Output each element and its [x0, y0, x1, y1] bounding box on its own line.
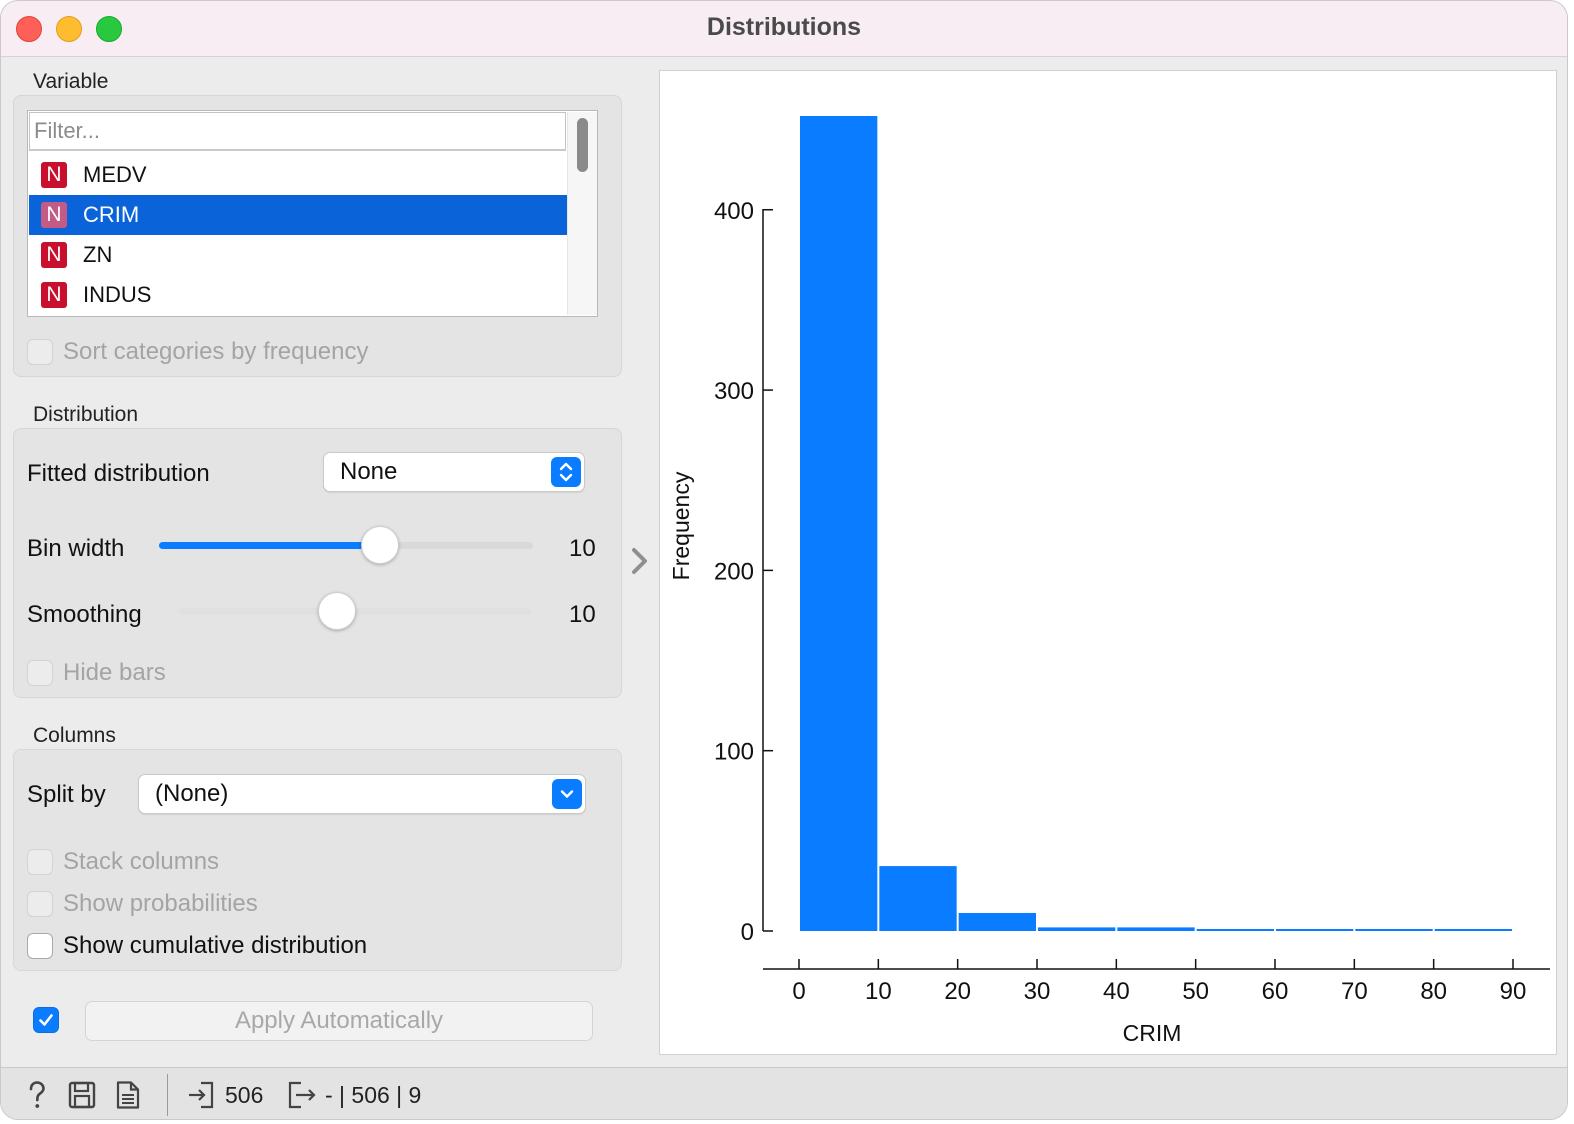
chevron-down-icon [552, 779, 582, 809]
split-by-select[interactable]: (None) [138, 774, 586, 814]
y-tick-label: 100 [714, 739, 754, 766]
variable-item-label: MEDV [83, 162, 147, 187]
distribution-group-label: Distribution [33, 403, 139, 426]
status-separator [167, 1074, 168, 1116]
hide-bars-label: Hide bars [63, 659, 166, 686]
bin-width-label: Bin width [27, 535, 125, 562]
x-tick-label: 10 [865, 978, 892, 1005]
numeric-variable-icon: N [41, 202, 67, 228]
variable-item-medv[interactable]: N MEDV [29, 155, 567, 195]
variable-list[interactable]: N MEDV N CRIM N ZN N INDUS [27, 110, 598, 317]
show-probabilities-label: Show probabilities [63, 890, 258, 917]
fitted-distribution-select[interactable]: None [323, 452, 585, 492]
bin-width-slider-fill [159, 542, 380, 549]
output-data-icon [287, 1080, 317, 1115]
show-cumulative-label: Show cumulative distribution [63, 932, 368, 959]
window-title: Distributions [706, 13, 862, 41]
columns-group-label: Columns [33, 724, 116, 747]
stack-columns-checkbox[interactable] [27, 849, 53, 875]
fitted-distribution-value: None [340, 458, 398, 485]
variable-item-label: ZN [83, 242, 113, 267]
histogram-bar[interactable] [1196, 929, 1274, 931]
collapse-panel-chevron-icon[interactable] [627, 545, 653, 582]
numeric-variable-icon: N [41, 282, 67, 308]
x-tick-label: 40 [1103, 978, 1130, 1005]
variable-filter-input[interactable] [29, 112, 566, 151]
split-by-value: (None) [155, 780, 229, 807]
x-tick-label: 20 [944, 978, 971, 1005]
numeric-variable-icon: N [41, 242, 67, 268]
help-icon[interactable] [23, 1080, 51, 1115]
minimize-window-button[interactable] [56, 16, 82, 42]
smoothing-slider-handle[interactable] [318, 592, 357, 630]
histogram-chart: 0 100 200 300 400 0 10 20 30 40 50 60 70 80 90 Freque… [668, 116, 1550, 1046]
x-tick-label: 0 [792, 978, 805, 1005]
smoothing-value: 10 [569, 601, 596, 628]
y-tick-label: 0 [741, 919, 754, 946]
bin-width-value: 10 [569, 535, 596, 562]
stack-columns-label: Stack columns [63, 848, 220, 875]
histogram-bar[interactable] [800, 116, 878, 931]
variable-group-label: Variable [33, 70, 109, 93]
variable-item-label: CRIM [83, 202, 140, 227]
smoothing-label: Smoothing [27, 601, 142, 628]
report-icon[interactable] [115, 1080, 141, 1115]
variable-item-indus[interactable]: N INDUS [29, 275, 567, 315]
x-tick-label: 30 [1024, 978, 1051, 1005]
variable-item-zn[interactable]: N ZN [29, 235, 567, 275]
maximize-window-button[interactable] [96, 16, 122, 42]
show-probabilities-checkbox[interactable] [27, 891, 53, 917]
variable-item-label: INDUS [83, 282, 152, 307]
sort-by-frequency-label: Sort categories by frequency [63, 338, 369, 365]
histogram-bar[interactable] [1117, 927, 1195, 931]
histogram-bar[interactable] [958, 912, 1036, 931]
fitted-distribution-label: Fitted distribution [27, 460, 210, 487]
input-data-icon [187, 1080, 215, 1115]
variable-item-crim[interactable]: N CRIM [29, 195, 567, 235]
histogram-bar[interactable] [1276, 929, 1354, 931]
title-bar: Distributions [1, 1, 1567, 57]
y-tick-label: 200 [714, 558, 754, 585]
x-tick-label: 60 [1262, 978, 1289, 1005]
histogram-plot-area[interactable]: 0 100 200 300 400 0 10 20 30 40 50 60 70 80 90 Freque… [659, 70, 1557, 1055]
status-bar: 506 - | 506 | 9 [1, 1067, 1567, 1119]
x-tick-label: 80 [1420, 978, 1447, 1005]
hide-bars-checkbox[interactable] [27, 660, 53, 686]
numeric-variable-icon: N [41, 162, 67, 188]
y-axis-label: Frequency [668, 471, 694, 580]
up-down-chevron-icon [551, 457, 581, 487]
y-tick-label: 400 [714, 198, 754, 225]
variable-list-scrollbar[interactable] [567, 112, 597, 315]
input-count: 506 [225, 1082, 264, 1108]
apply-button[interactable]: Apply Automatically [85, 1001, 593, 1041]
histogram-bar[interactable] [1434, 929, 1512, 931]
bin-width-slider[interactable] [159, 526, 533, 564]
close-window-button[interactable] [16, 16, 42, 42]
x-tick-label: 90 [1500, 978, 1527, 1005]
histogram-bar[interactable] [1355, 929, 1433, 931]
x-tick-label: 50 [1182, 978, 1209, 1005]
split-by-label: Split by [27, 781, 106, 808]
x-axis-label: CRIM [1123, 1020, 1182, 1046]
histogram-bar[interactable] [879, 866, 957, 931]
output-summary: - | 506 | 9 [325, 1082, 422, 1108]
show-cumulative-checkbox[interactable] [27, 933, 53, 959]
checkmark-icon [39, 1014, 53, 1026]
sort-by-frequency-checkbox[interactable] [27, 339, 53, 365]
histogram-bar[interactable] [1038, 927, 1116, 931]
apply-automatically-checkbox[interactable] [33, 1007, 59, 1033]
save-icon[interactable] [67, 1080, 97, 1115]
smoothing-slider[interactable] [179, 592, 531, 630]
scrollbar-thumb[interactable] [577, 118, 588, 172]
x-tick-label: 70 [1341, 978, 1368, 1005]
bin-width-slider-handle[interactable] [360, 526, 399, 564]
y-tick-label: 300 [714, 378, 754, 405]
